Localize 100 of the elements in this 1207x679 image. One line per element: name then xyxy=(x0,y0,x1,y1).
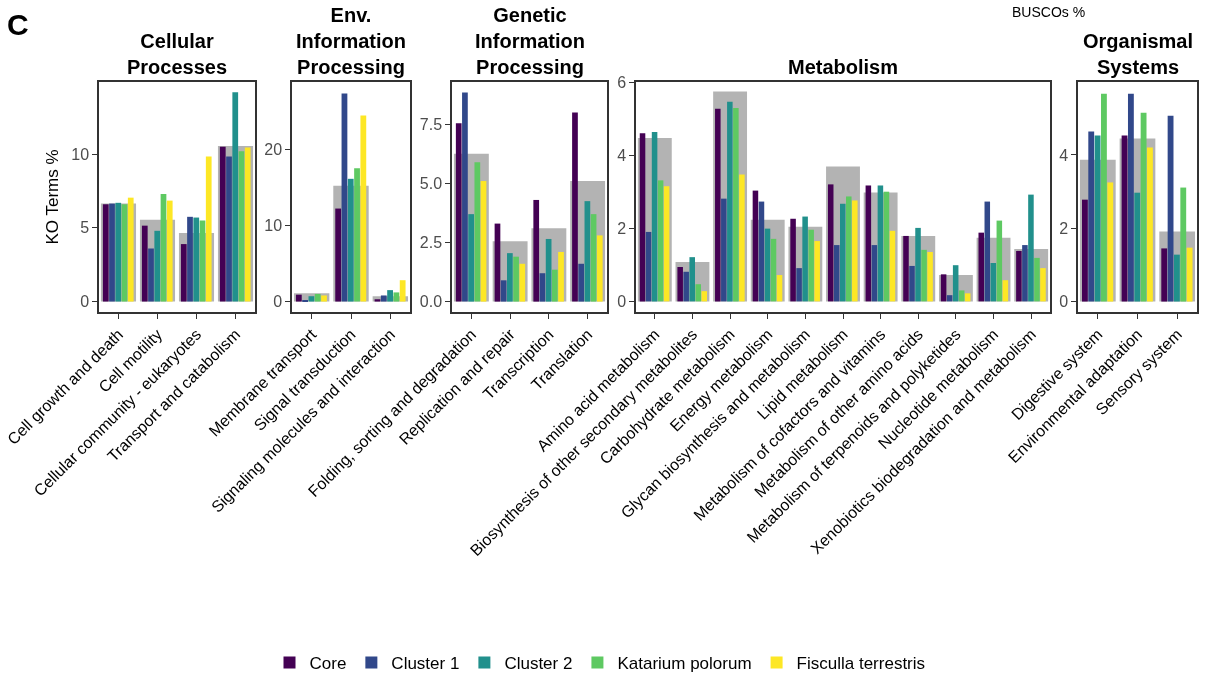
bar xyxy=(639,133,646,302)
bar xyxy=(578,263,585,302)
y-tick-label: 0 xyxy=(80,293,90,311)
bar xyxy=(519,263,526,302)
bar xyxy=(374,299,381,302)
bar xyxy=(360,115,367,302)
bar xyxy=(1016,250,1022,302)
y-tick-label: 2.5 xyxy=(419,234,443,252)
bar xyxy=(790,218,796,302)
bar xyxy=(796,268,802,302)
bar xyxy=(500,280,507,302)
bar xyxy=(533,199,540,302)
bar xyxy=(909,265,915,302)
bar xyxy=(1147,147,1153,302)
bar xyxy=(827,184,834,302)
bar xyxy=(739,174,745,302)
bar xyxy=(889,230,896,302)
bar xyxy=(883,191,890,302)
bar xyxy=(770,238,777,302)
legend-label: Cluster 1 xyxy=(391,654,460,674)
bar xyxy=(232,92,239,302)
bar xyxy=(846,196,852,302)
bar xyxy=(651,132,658,302)
bar xyxy=(166,200,173,302)
bar xyxy=(551,269,558,302)
bar xyxy=(1173,254,1180,302)
legend-label: Core xyxy=(309,654,347,674)
bar xyxy=(865,185,872,302)
chart-title: Cellular Processes xyxy=(127,30,228,78)
bar xyxy=(758,201,765,302)
bar xyxy=(715,108,721,302)
bar xyxy=(115,202,122,302)
bar xyxy=(205,156,212,302)
bar xyxy=(513,256,519,302)
bar xyxy=(677,267,683,302)
bar xyxy=(148,248,154,302)
bar xyxy=(833,245,840,302)
bar xyxy=(180,244,187,302)
bar xyxy=(701,291,708,302)
bar xyxy=(295,294,302,302)
bar xyxy=(1186,247,1193,302)
bar xyxy=(839,203,846,302)
bar xyxy=(733,107,739,302)
bar xyxy=(1140,112,1147,302)
bar xyxy=(852,200,858,302)
chart-title: Genetic Information Processing xyxy=(475,4,585,78)
bar xyxy=(109,203,115,302)
bar xyxy=(984,201,991,302)
bar xyxy=(877,185,884,302)
bar xyxy=(978,232,985,302)
bar xyxy=(915,227,921,302)
bar xyxy=(244,147,251,302)
chart-title: Organismal Systems xyxy=(1083,30,1194,78)
bar xyxy=(1161,248,1168,302)
bar xyxy=(321,295,327,302)
bar xyxy=(1107,182,1114,302)
bar xyxy=(1081,199,1088,302)
y-tick-label: 6 xyxy=(617,73,627,91)
bar xyxy=(141,225,148,302)
bar xyxy=(721,198,727,302)
y-tick-label: 4 xyxy=(617,146,627,164)
bar xyxy=(752,190,759,302)
bar xyxy=(683,271,689,302)
bar xyxy=(539,273,546,302)
text: C xyxy=(7,8,29,41)
bar xyxy=(1022,245,1028,302)
legend-label: Cluster 2 xyxy=(504,654,573,674)
chart-title: Env. Information Processing xyxy=(296,4,406,78)
bar xyxy=(1134,192,1141,302)
bar xyxy=(903,235,909,302)
y-tick-label: 7.5 xyxy=(419,115,443,133)
bar xyxy=(572,112,578,302)
bar xyxy=(393,292,400,302)
bar xyxy=(1028,194,1034,302)
y-tick-label: 0.0 xyxy=(419,293,443,311)
bar xyxy=(1088,131,1095,302)
bar xyxy=(689,257,695,302)
bar xyxy=(127,197,134,302)
y-tick-label: 2 xyxy=(617,219,627,237)
bar xyxy=(657,180,664,302)
y-tick-label: 2 xyxy=(1059,219,1069,237)
bar xyxy=(193,217,200,302)
bar xyxy=(1127,93,1134,302)
bar xyxy=(187,216,193,302)
bar xyxy=(1040,268,1046,302)
bar xyxy=(802,216,808,302)
bar xyxy=(596,235,603,302)
legend-label: Fisculla terrestris xyxy=(796,654,926,674)
bar xyxy=(399,280,406,302)
bar xyxy=(927,252,933,302)
bar xyxy=(335,208,342,302)
bar xyxy=(727,101,733,302)
bar xyxy=(558,251,564,302)
bar xyxy=(1180,187,1187,302)
y-tick-label: 0 xyxy=(1059,293,1069,311)
text: BUSCOs % xyxy=(1012,4,1086,20)
bar xyxy=(663,186,670,302)
bar xyxy=(219,146,226,302)
bar xyxy=(507,253,513,302)
y-tick-label: 4 xyxy=(1059,146,1069,164)
